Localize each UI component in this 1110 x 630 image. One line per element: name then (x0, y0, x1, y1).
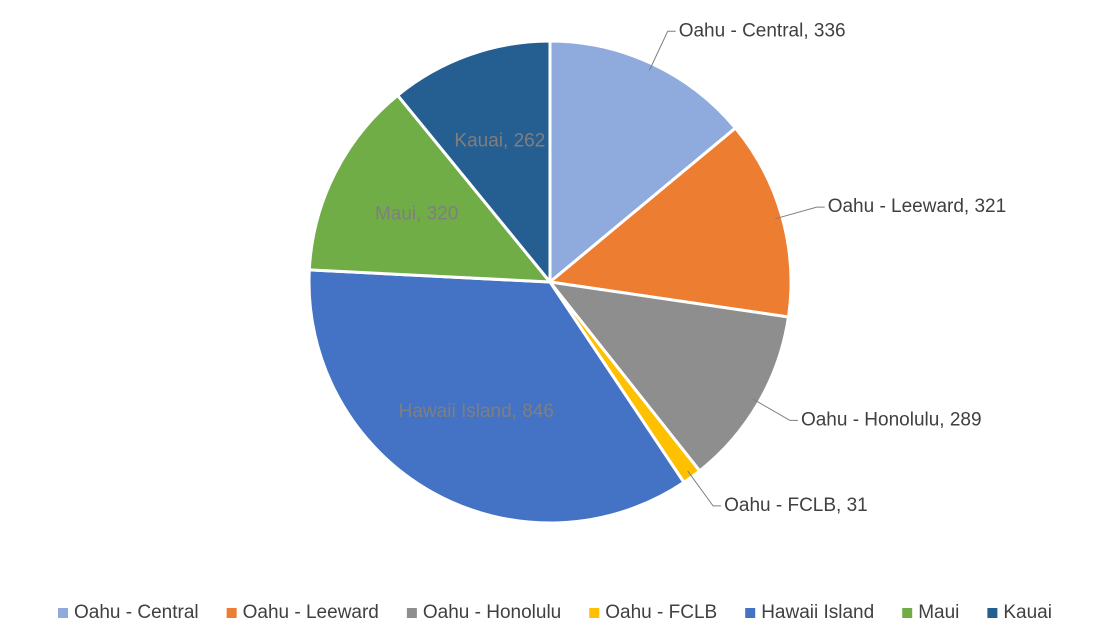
data-label: Kauai, 262 (454, 130, 545, 151)
data-label: Oahu - Leeward, 321 (828, 196, 1007, 217)
legend-swatch (589, 608, 600, 618)
pie-slice (307, 93, 554, 284)
legend-swatch (902, 608, 913, 618)
leader-line (687, 470, 722, 507)
legend-label: Maui (918, 602, 959, 623)
legend-swatch (406, 608, 417, 618)
pie-slice (395, 39, 552, 287)
legend-swatch (58, 608, 69, 618)
data-label: Oahu - FCLB, 31 (724, 495, 868, 516)
legend-swatch (987, 608, 998, 618)
leader-line (774, 206, 825, 220)
legend-swatch (226, 608, 237, 618)
data-label: Oahu - Honolulu, 289 (801, 409, 982, 430)
leader-line (648, 30, 676, 71)
legend-label: Oahu - FCLB (605, 602, 717, 623)
legend-swatch (745, 608, 756, 618)
legend-label: Oahu - Central (74, 602, 199, 623)
leader-line (752, 398, 798, 421)
legend-label: Kauai (1003, 602, 1052, 623)
legend-label: Oahu - Leeward (243, 602, 379, 623)
pie-slice (307, 268, 686, 525)
data-label: Maui, 320 (375, 204, 458, 225)
data-label: Hawaii Island, 846 (399, 401, 554, 422)
legend-label: Hawaii Island (761, 602, 874, 623)
legend-label: Oahu - Honolulu (423, 602, 561, 623)
data-label: Oahu - Central, 336 (679, 20, 846, 41)
